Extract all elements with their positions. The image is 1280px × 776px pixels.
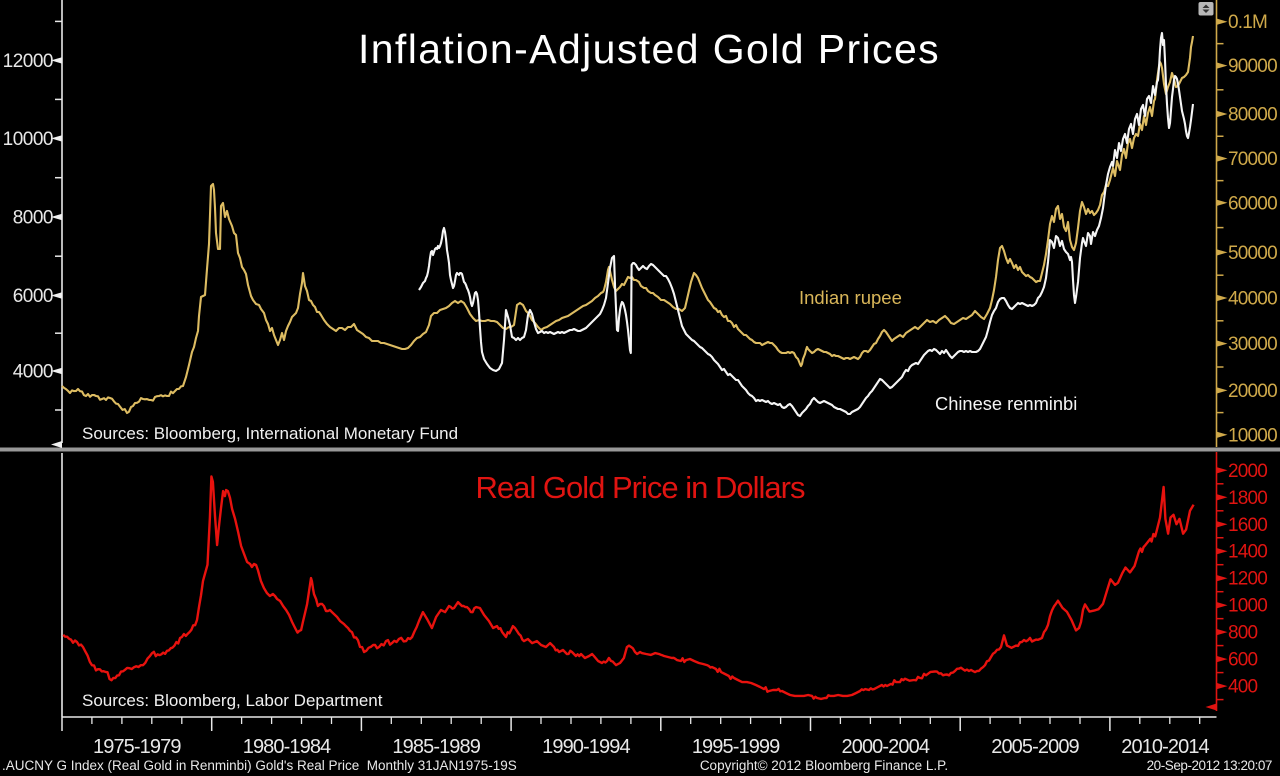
svg-text:400: 400 [1228, 677, 1258, 698]
svg-text:10000: 10000 [3, 129, 53, 150]
svg-text:1000: 1000 [1228, 596, 1267, 617]
svg-text:80000: 80000 [1228, 105, 1277, 126]
svg-text:1975-1979: 1975-1979 [93, 736, 181, 758]
svg-text:8000: 8000 [13, 208, 53, 229]
svg-text:Sources: Bloomberg, Labor Depa: Sources: Bloomberg, Labor Department [82, 691, 383, 710]
svg-text:60000: 60000 [1228, 193, 1277, 214]
svg-text:0.1M: 0.1M [1228, 12, 1267, 33]
svg-text:90000: 90000 [1228, 56, 1277, 77]
svg-text:20000: 20000 [1228, 381, 1277, 402]
svg-text:Sources: Bloomberg, Internatio: Sources: Bloomberg, International Moneta… [82, 424, 458, 443]
svg-text:1200: 1200 [1228, 569, 1267, 590]
svg-text:800: 800 [1228, 623, 1258, 644]
svg-text:10000: 10000 [1228, 425, 1277, 446]
svg-text:2010-2014: 2010-2014 [1121, 736, 1209, 758]
svg-text:50000: 50000 [1228, 243, 1277, 264]
svg-text:Real Gold Price in Dollars: Real Gold Price in Dollars [476, 470, 805, 505]
svg-text:4000: 4000 [13, 362, 53, 383]
svg-text:600: 600 [1228, 650, 1258, 671]
svg-text:70000: 70000 [1228, 149, 1277, 170]
svg-text:1980-1984: 1980-1984 [243, 736, 331, 758]
svg-text:Chinese renminbi: Chinese renminbi [935, 393, 1077, 414]
svg-text:40000: 40000 [1228, 289, 1277, 310]
svg-text:1600: 1600 [1228, 515, 1267, 536]
svg-text:1995-1999: 1995-1999 [692, 736, 780, 758]
svg-text:2000-2004: 2000-2004 [842, 736, 930, 758]
svg-text:Inflation-Adjusted Gold Prices: Inflation-Adjusted Gold Prices [358, 26, 940, 72]
svg-text:6000: 6000 [13, 286, 53, 307]
svg-text:12000: 12000 [3, 51, 53, 72]
svg-text:Indian rupee: Indian rupee [799, 287, 902, 308]
svg-text:20-Sep-2012 13:20:07: 20-Sep-2012 13:20:07 [1147, 758, 1272, 773]
svg-text:30000: 30000 [1228, 334, 1277, 355]
svg-text:1985-1989: 1985-1989 [392, 736, 480, 758]
svg-text:Copyright© 2012 Bloomberg Fina: Copyright© 2012 Bloomberg Finance L.P. [700, 758, 948, 773]
svg-text:1800: 1800 [1228, 488, 1267, 509]
svg-text:1400: 1400 [1228, 542, 1267, 563]
svg-text:.AUCNY G Index (Real Gold in R: .AUCNY G Index (Real Gold in Renminbi) G… [2, 758, 517, 773]
svg-text:2000: 2000 [1228, 461, 1267, 482]
svg-text:1990-1994: 1990-1994 [542, 736, 630, 758]
svg-text:2005-2009: 2005-2009 [991, 736, 1079, 758]
